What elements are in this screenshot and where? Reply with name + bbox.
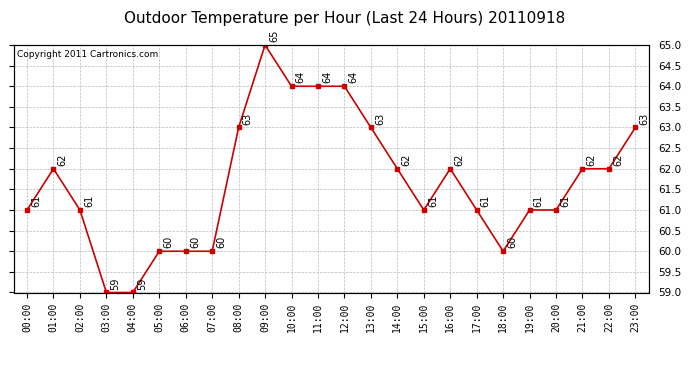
Text: 60: 60 [507,236,518,249]
Text: 63: 63 [640,112,649,125]
Text: 62: 62 [613,154,623,166]
Text: 60: 60 [190,236,200,249]
Text: 64: 64 [296,71,306,84]
Text: 61: 61 [560,195,570,207]
Text: 61: 61 [534,195,544,207]
Text: 61: 61 [428,195,438,207]
Text: 61: 61 [31,195,41,207]
Text: 61: 61 [481,195,491,207]
Text: 63: 63 [243,112,253,125]
Text: 63: 63 [375,112,385,125]
Text: Outdoor Temperature per Hour (Last 24 Hours) 20110918: Outdoor Temperature per Hour (Last 24 Ho… [124,11,566,26]
Text: 62: 62 [455,154,464,166]
Text: 62: 62 [402,154,411,166]
Text: 64: 64 [348,71,359,84]
Text: Copyright 2011 Cartronics.com: Copyright 2011 Cartronics.com [17,50,158,59]
Text: 62: 62 [586,154,597,166]
Text: 59: 59 [110,278,121,290]
Text: 59: 59 [137,278,147,290]
Text: 64: 64 [322,71,332,84]
Text: 62: 62 [58,154,68,166]
Text: 60: 60 [217,236,226,249]
Text: 61: 61 [84,195,94,207]
Text: 65: 65 [269,30,279,42]
Text: 60: 60 [164,236,173,249]
